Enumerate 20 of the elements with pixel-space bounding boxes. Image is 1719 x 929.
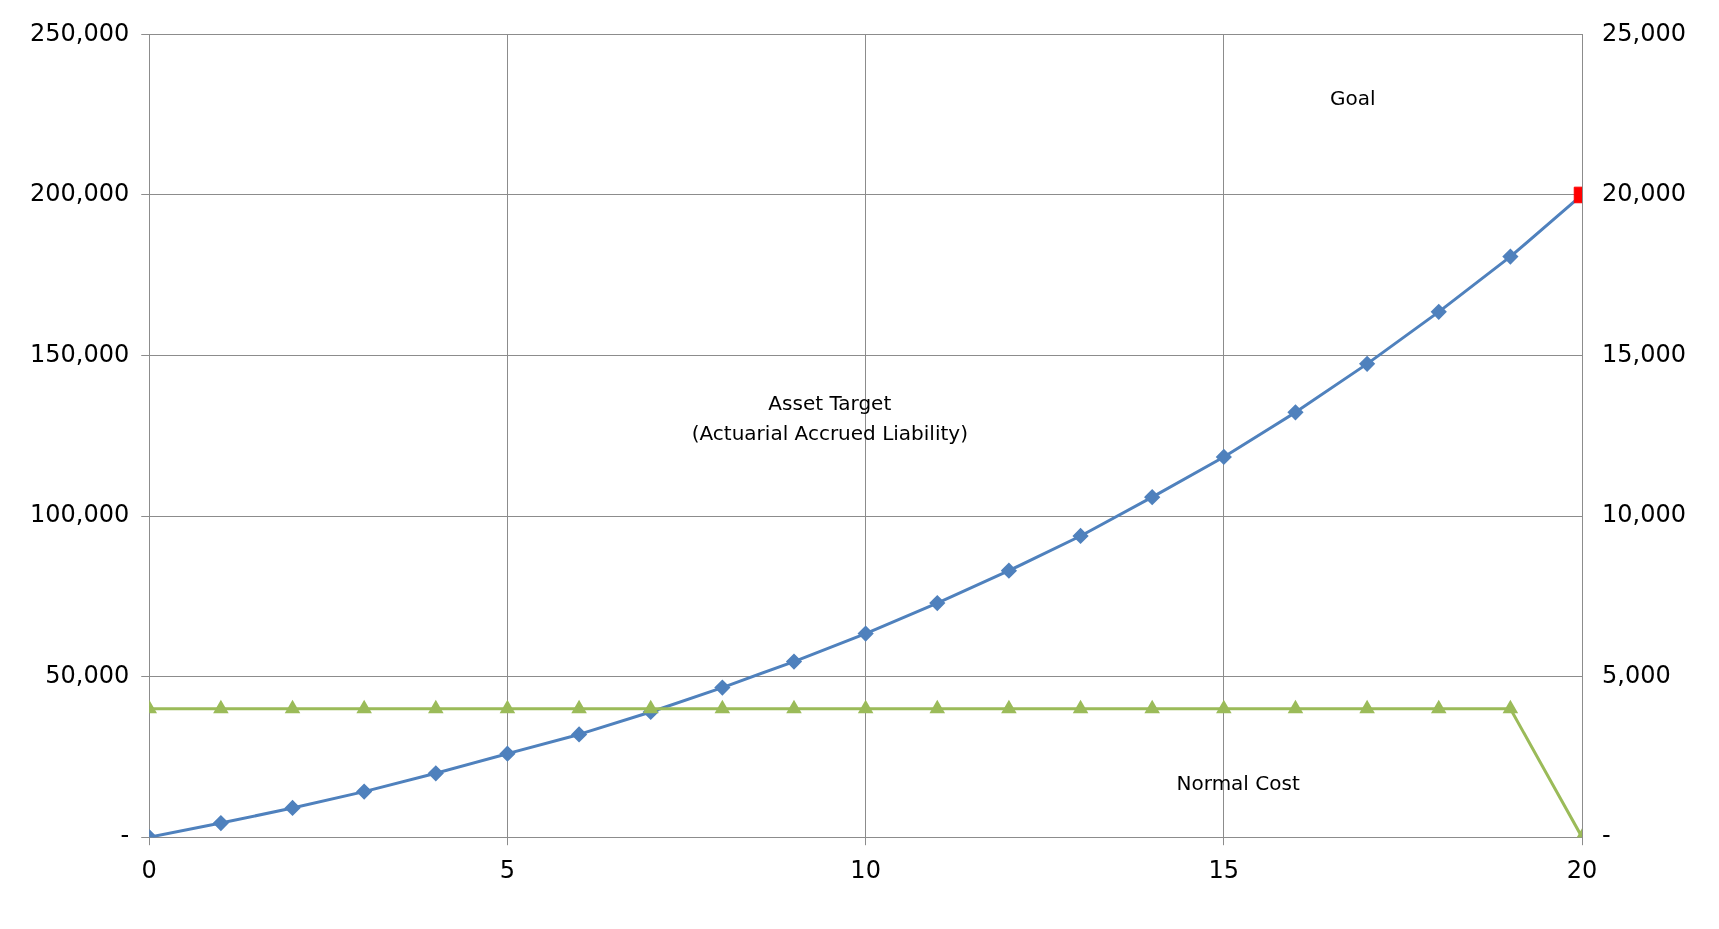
annotation: Goal [1330,86,1376,111]
y2-tick-label: 15,000 [1602,339,1687,368]
y-tick-label: 150,000 [30,339,130,368]
annotation: Normal Cost [1176,771,1300,796]
x-tick-label: 20 [1566,855,1598,884]
y-tick-label: 50,000 [45,660,130,689]
y2-tick-label: - [1602,821,1611,850]
y-tick-label: 250,000 [30,18,130,47]
y2-tick-label: 20,000 [1602,179,1687,208]
y2-tick-label: 5,000 [1602,660,1671,689]
x-tick-label: 15 [1208,855,1240,884]
x-tick-label: 0 [141,855,157,884]
y2-tick-label: 10,000 [1602,500,1687,529]
y-tick-label: - [120,821,130,850]
y2-tick-label: 25,000 [1602,18,1687,47]
annotation: Asset Target (Actuarial Accrued Liability) [691,390,968,445]
y-tick-label: 100,000 [30,500,130,529]
x-tick-label: 10 [850,855,881,884]
x-tick-label: 5 [499,855,516,884]
y-tick-label: 200,000 [30,179,130,208]
